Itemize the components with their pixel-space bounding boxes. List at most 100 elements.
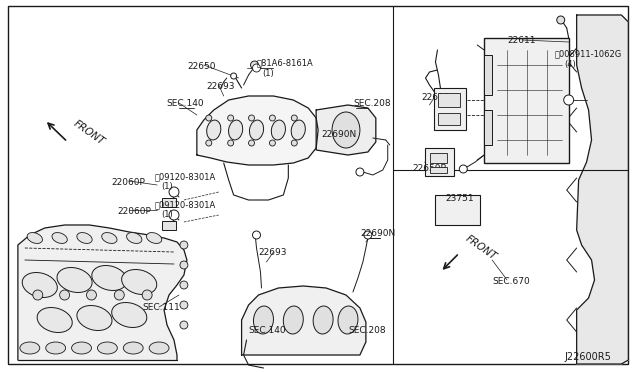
Bar — [162, 198, 176, 207]
Circle shape — [60, 290, 70, 300]
Text: SEC.208: SEC.208 — [353, 99, 390, 108]
Circle shape — [291, 140, 297, 146]
Text: 22693: 22693 — [259, 248, 287, 257]
Text: SEC.140: SEC.140 — [166, 99, 204, 108]
Circle shape — [230, 73, 237, 79]
Ellipse shape — [22, 273, 58, 298]
Circle shape — [253, 231, 260, 239]
Ellipse shape — [313, 306, 333, 334]
Circle shape — [180, 281, 188, 289]
Text: 23751: 23751 — [445, 194, 474, 203]
Ellipse shape — [57, 267, 92, 292]
Text: 22060P: 22060P — [117, 207, 151, 216]
Circle shape — [169, 210, 179, 220]
Text: FRONT: FRONT — [463, 234, 498, 262]
Ellipse shape — [20, 342, 40, 354]
Circle shape — [206, 115, 212, 121]
Text: (4): (4) — [564, 60, 577, 69]
Polygon shape — [316, 105, 376, 155]
Circle shape — [248, 115, 255, 121]
Bar — [438, 93, 460, 107]
Text:  09120-8301A:  09120-8301A — [154, 200, 215, 209]
Text:  81A6-8161A:  81A6-8161A — [257, 58, 313, 67]
Text: SEC.670: SEC.670 — [492, 277, 530, 286]
Bar — [435, 88, 467, 130]
Text:  008911-1062G:  008911-1062G — [555, 49, 622, 58]
Bar — [424, 148, 454, 176]
Ellipse shape — [45, 342, 66, 354]
Ellipse shape — [77, 305, 112, 330]
Polygon shape — [18, 225, 187, 360]
Circle shape — [291, 115, 297, 121]
Circle shape — [206, 140, 212, 146]
Bar — [429, 167, 447, 173]
Circle shape — [180, 241, 188, 249]
Ellipse shape — [291, 120, 305, 140]
Text: FRONT: FRONT — [72, 119, 106, 147]
Polygon shape — [577, 15, 628, 364]
Circle shape — [180, 321, 188, 329]
Circle shape — [557, 16, 564, 24]
Ellipse shape — [332, 112, 360, 148]
Bar — [484, 55, 492, 95]
Circle shape — [228, 140, 234, 146]
Text: 22611: 22611 — [507, 36, 536, 45]
Circle shape — [169, 187, 179, 197]
Text: 22650B: 22650B — [413, 164, 447, 173]
Bar — [429, 153, 447, 163]
Ellipse shape — [250, 120, 264, 140]
Text: 22650: 22650 — [187, 62, 216, 71]
Text: (1): (1) — [262, 69, 274, 78]
Ellipse shape — [72, 342, 92, 354]
Text:  09120-8301A:  09120-8301A — [154, 172, 215, 181]
Ellipse shape — [112, 302, 147, 327]
Text: SEC.208: SEC.208 — [348, 326, 386, 335]
Circle shape — [269, 140, 275, 146]
Ellipse shape — [52, 232, 67, 243]
Ellipse shape — [37, 308, 72, 333]
Circle shape — [142, 290, 152, 300]
Ellipse shape — [127, 232, 142, 243]
Text: 22690N: 22690N — [321, 130, 356, 139]
Ellipse shape — [97, 342, 117, 354]
Ellipse shape — [102, 232, 117, 243]
Ellipse shape — [122, 269, 157, 295]
Circle shape — [253, 64, 260, 72]
Circle shape — [228, 115, 234, 121]
Circle shape — [86, 290, 97, 300]
Text: 22060P: 22060P — [111, 178, 145, 187]
Ellipse shape — [124, 342, 143, 354]
Circle shape — [364, 231, 372, 239]
Text: SEC.140: SEC.140 — [248, 326, 286, 335]
Text: (1): (1) — [161, 182, 173, 191]
Ellipse shape — [77, 232, 92, 243]
Bar — [438, 113, 460, 125]
Circle shape — [180, 261, 188, 269]
Circle shape — [564, 95, 573, 105]
Circle shape — [269, 115, 275, 121]
Bar — [162, 221, 176, 230]
Ellipse shape — [207, 120, 221, 140]
Circle shape — [250, 61, 259, 69]
Ellipse shape — [338, 306, 358, 334]
Circle shape — [248, 140, 255, 146]
Circle shape — [180, 301, 188, 309]
Ellipse shape — [27, 232, 42, 243]
Circle shape — [460, 165, 467, 173]
Bar — [484, 38, 569, 163]
Bar — [484, 110, 492, 145]
Text: 22693: 22693 — [207, 82, 236, 91]
Circle shape — [356, 168, 364, 176]
Text: 22690N: 22690N — [360, 229, 395, 238]
Text: 22612: 22612 — [422, 93, 450, 102]
Ellipse shape — [147, 232, 162, 243]
Text: (1): (1) — [161, 210, 173, 219]
Ellipse shape — [284, 306, 303, 334]
Ellipse shape — [92, 266, 127, 291]
Ellipse shape — [253, 306, 273, 334]
Ellipse shape — [271, 120, 285, 140]
Ellipse shape — [149, 342, 169, 354]
Text: SEC.111: SEC.111 — [142, 303, 180, 312]
Ellipse shape — [228, 120, 243, 140]
Bar — [435, 195, 480, 225]
